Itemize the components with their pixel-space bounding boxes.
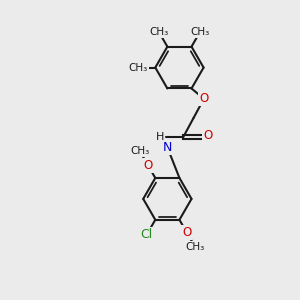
Text: O: O: [203, 129, 213, 142]
Text: CH₃: CH₃: [190, 27, 210, 37]
Text: CH₃: CH₃: [149, 27, 169, 37]
Text: CH₃: CH₃: [129, 63, 148, 73]
Text: CH₃: CH₃: [130, 146, 149, 156]
Text: O: O: [199, 92, 208, 105]
Text: Cl: Cl: [141, 228, 153, 241]
Text: O: O: [143, 159, 153, 172]
Text: H: H: [155, 132, 164, 142]
Text: N: N: [163, 141, 172, 154]
Text: CH₃: CH₃: [185, 242, 205, 252]
Text: O: O: [182, 226, 191, 239]
